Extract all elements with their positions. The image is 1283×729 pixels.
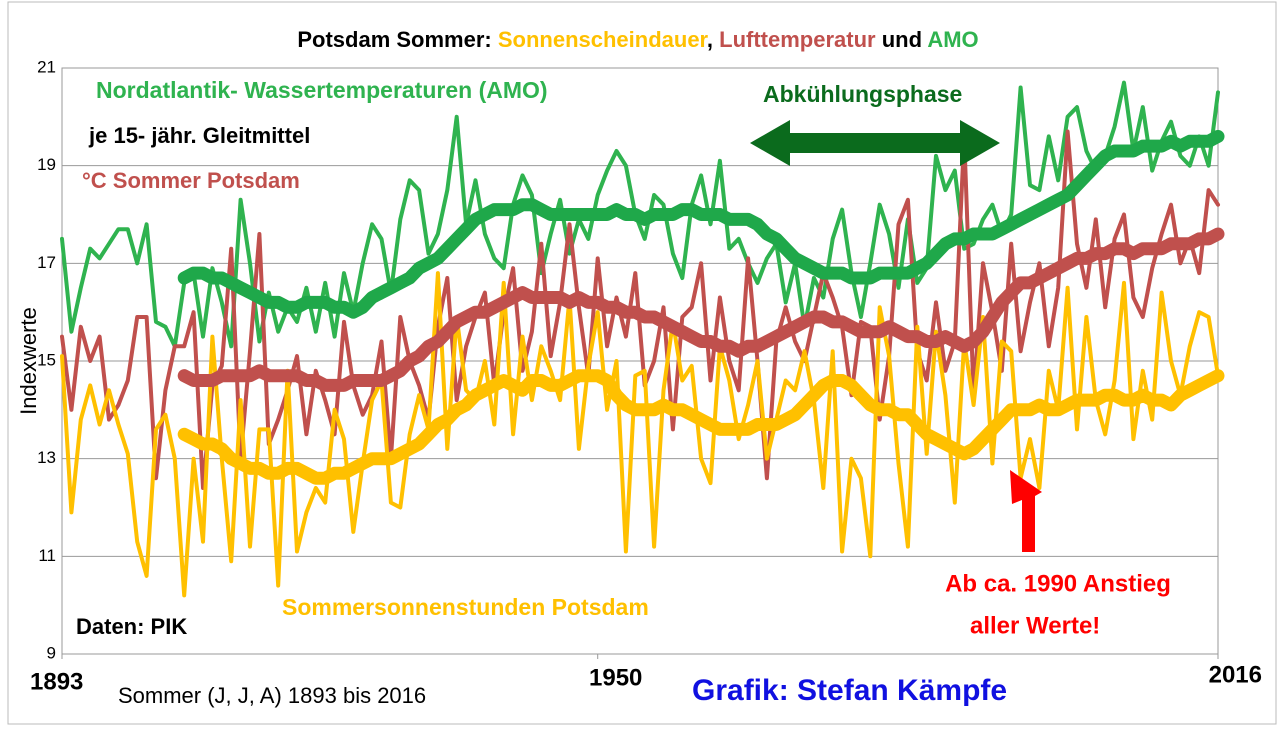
double-arrow: [750, 120, 1000, 166]
title-part: Lufttemperatur: [719, 27, 876, 52]
title-part: AMO: [927, 27, 978, 52]
arrow: [1010, 470, 1042, 552]
title-part: und: [876, 27, 928, 52]
smoothed-line: [177, 369, 1225, 485]
title-part: ,: [707, 27, 719, 52]
x-caption: Sommer (J, J, A) 1893 bis 2016: [118, 683, 426, 708]
annotation: Daten: PIK: [76, 614, 187, 639]
annotation: Sommersonnenstunden Potsdam: [282, 594, 649, 620]
x-tick-label: 1950: [589, 664, 642, 691]
smoothed-line: [177, 129, 1225, 319]
y-tick-label: 11: [38, 546, 56, 565]
y-tick-label: 15: [37, 350, 56, 369]
x-tick-label: 1893: [30, 668, 83, 695]
y-tick-label: 19: [37, 155, 56, 174]
y-axis-label: Indexwerte: [16, 307, 41, 415]
data-line: [60, 271, 1220, 598]
y-tick-label: 21: [37, 57, 56, 76]
annotation: Ab ca. 1990 Anstieg: [945, 570, 1171, 597]
chart-title: Potsdam Sommer: Sonnenscheindauer, Luftt…: [297, 27, 978, 52]
y-tick-label: 17: [37, 253, 56, 272]
x-tick-label: 2016: [1209, 661, 1262, 688]
credit: Grafik: Stefan Kämpfe: [692, 674, 1007, 707]
title-part: Potsdam Sommer:: [297, 27, 498, 52]
annotation: °C Sommer Potsdam: [82, 168, 300, 193]
frame: [7, 1, 1277, 725]
annotation: aller Werte!: [970, 612, 1100, 639]
smoothed-line: [177, 227, 1225, 392]
annotation: je 15- jähr. Gleitmittel: [88, 123, 310, 148]
y-tick-label: 9: [47, 643, 56, 662]
title-part: Sonnenscheindauer: [498, 27, 709, 52]
annotation: Abkühlungsphase: [763, 81, 962, 107]
annotation: Nordatlantik- Wassertemperaturen (AMO): [96, 77, 548, 103]
y-tick-label: 13: [37, 448, 56, 467]
